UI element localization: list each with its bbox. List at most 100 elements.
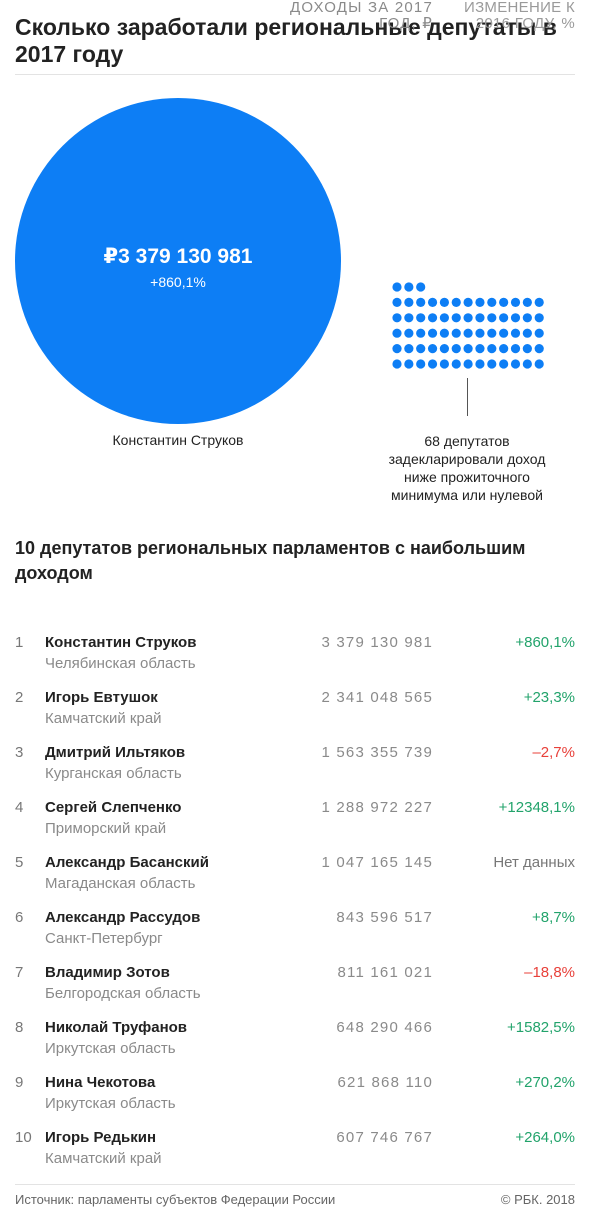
deputy-dot — [510, 328, 521, 338]
deputy-dot — [475, 313, 485, 323]
row-rank: 1 — [15, 634, 24, 651]
deputy-dot — [392, 359, 402, 369]
deputy-dot — [463, 359, 473, 369]
deputy-dot — [475, 359, 485, 369]
deputy-dot — [487, 344, 497, 354]
deputy-dot — [427, 297, 438, 307]
deputy-dot — [404, 313, 414, 323]
deputy-dot — [522, 328, 532, 338]
table-row: 6 Александр Рассудов Санкт-Петербург 843 59… — [0, 909, 590, 964]
deputy-dot — [475, 297, 485, 307]
row-rank: 5 — [15, 854, 24, 871]
deputy-dot — [487, 328, 497, 338]
row-income: 1 047 165 145 — [321, 854, 433, 871]
table-row: 9 Нина Чекотова Иркутская область 621 868 1… — [0, 1074, 590, 1129]
deputy-dot — [392, 313, 402, 323]
deputy-dot — [416, 328, 426, 338]
deputy-dot — [499, 344, 509, 354]
row-income: 2 341 048 565 — [321, 689, 433, 706]
row-income: 1 288 972 227 — [321, 799, 433, 816]
deputy-dot — [439, 328, 449, 338]
row-income: 607 746 767 — [336, 1129, 433, 1146]
deputy-dot — [404, 344, 414, 354]
deputy-dot — [499, 297, 509, 307]
deputy-dot — [510, 359, 521, 369]
row-region: Приморский край — [45, 820, 167, 837]
row-income: 843 596 517 — [336, 909, 433, 926]
row-change: +23,3% — [523, 689, 575, 706]
row-name: Александр Басанский — [45, 854, 209, 871]
deputy-dot — [416, 282, 426, 292]
table-subtitle: 10 депутатов региональных парламентов с … — [15, 538, 526, 583]
row-rank: 8 — [15, 1019, 24, 1036]
row-rank: 2 — [15, 689, 24, 706]
row-rank: 7 — [15, 964, 24, 981]
table-row: 8 Николай Труфанов Иркутская область 648 29… — [0, 1019, 590, 1074]
deputy-dot — [534, 328, 544, 338]
deputy-dot — [451, 344, 461, 354]
deputy-dot — [534, 313, 544, 323]
row-change: +12348,1% — [498, 799, 575, 816]
row-change: –18,8% — [524, 964, 575, 981]
deputy-dot — [463, 344, 473, 354]
row-income: 811 161 021 — [337, 964, 433, 981]
table-row: 1 Константин Струков Челябинская область 3 … — [0, 634, 590, 689]
deputy-dot — [534, 344, 544, 354]
deputy-dot — [427, 313, 438, 323]
low-income-dots — [392, 282, 544, 369]
row-region: Челябинская область — [45, 655, 196, 672]
deputy-dot — [416, 297, 426, 307]
deputy-dot — [451, 359, 461, 369]
row-change: +264,0% — [515, 1129, 575, 1146]
deputy-dot — [510, 313, 521, 323]
footer-copyright: © РБК. 2018 — [500, 1192, 575, 1207]
row-name: Игорь Редькин — [45, 1129, 157, 1146]
deputy-dot — [404, 328, 414, 338]
row-name: Владимир Зотов — [45, 964, 170, 981]
deputy-dot — [499, 313, 509, 323]
deputy-dot — [416, 344, 426, 354]
deputy-dot — [439, 297, 449, 307]
table-row: 2 Игорь Евтушок Камчатский край 2 341 048 5… — [0, 689, 590, 744]
deputy-dot — [499, 359, 509, 369]
deputy-dot — [534, 359, 544, 369]
row-region: Магаданская область — [45, 875, 196, 892]
deputy-dot — [534, 297, 544, 307]
top-earner-amount: ₽3 379 130 981 — [103, 245, 253, 268]
deputy-dot — [522, 344, 532, 354]
deputy-dot — [475, 344, 485, 354]
page-title: Сколько заработали региональные депутаты… — [15, 14, 557, 67]
column-header-income: ДОХОДЫ ЗА 2017 ГОД, ₽ — [289, 0, 433, 32]
deputy-dot — [487, 313, 497, 323]
deputy-dot — [392, 344, 402, 354]
table-row: 4 Сергей Слепченко Приморский край 1 288 97… — [0, 799, 590, 854]
footer-divider — [15, 1184, 575, 1185]
deputy-dot — [499, 328, 509, 338]
low-income-label: 68 депутатов задекларировали доход ниже … — [388, 433, 546, 503]
deputy-dot — [510, 344, 521, 354]
table-row: 7 Владимир Зотов Белгородская область 811 1… — [0, 964, 590, 1019]
row-name: Сергей Слепченко — [45, 799, 182, 816]
row-change: +860,1% — [515, 634, 575, 651]
deputy-dot — [451, 313, 461, 323]
row-rank: 9 — [15, 1074, 24, 1091]
row-region: Белгородская область — [45, 985, 201, 1002]
deputy-dot — [427, 359, 438, 369]
deputy-dot — [463, 313, 473, 323]
deputy-dot — [475, 328, 485, 338]
deputy-dot — [416, 313, 426, 323]
row-rank: 6 — [15, 909, 24, 926]
deputy-dot — [463, 297, 473, 307]
deputy-dot — [416, 359, 426, 369]
deputy-dot — [427, 344, 438, 354]
row-income: 648 290 466 — [336, 1019, 433, 1036]
row-rank: 10 — [15, 1129, 32, 1146]
deputy-dot — [439, 344, 449, 354]
table-row: 3 Дмитрий Ильтяков Курганская область 1 563… — [0, 744, 590, 799]
deputy-dot — [522, 297, 532, 307]
table-row: 10 Игорь Редькин Камчатский край 607 746 76… — [0, 1129, 590, 1184]
deputy-dot — [522, 359, 532, 369]
row-region: Иркутская область — [45, 1095, 176, 1112]
deputy-dot — [510, 297, 521, 307]
row-name: Александр Рассудов — [45, 909, 201, 926]
